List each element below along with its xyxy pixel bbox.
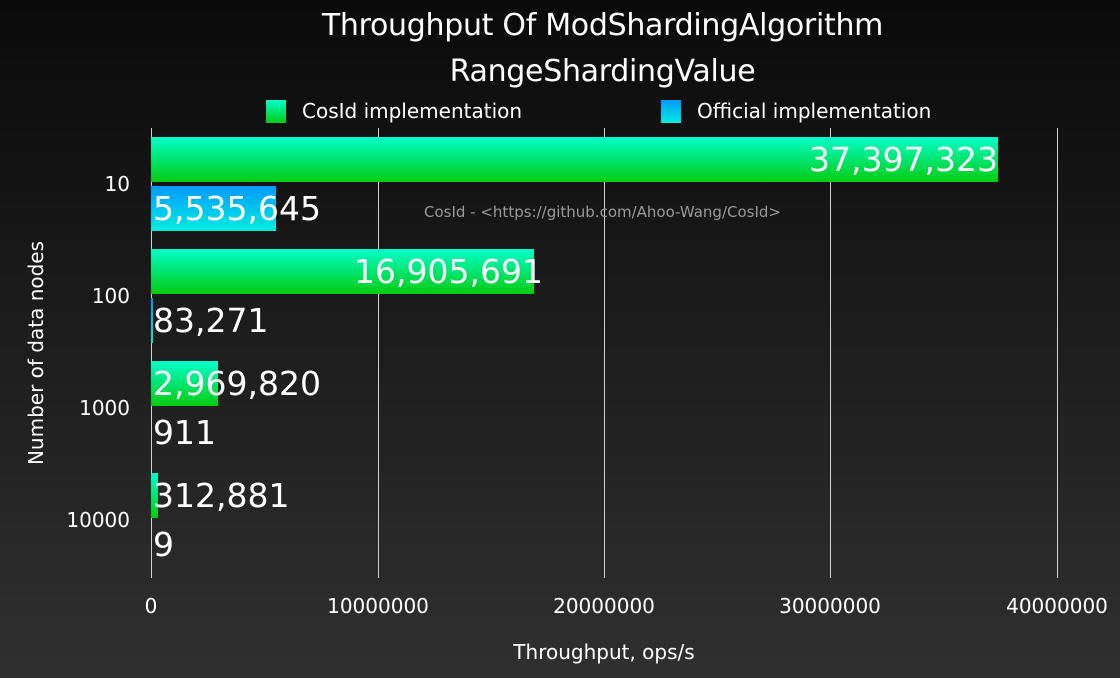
bar-cosid-1000[interactable] bbox=[151, 361, 218, 406]
chart-title-line-1: Throughput Of ModShardingAlgorithm bbox=[321, 8, 884, 43]
bar-label-official-100: 83,271 bbox=[153, 301, 269, 340]
x-axis-label: Throughput, ops/s bbox=[513, 640, 695, 664]
watermark-annotation: CosId - <https://github.com/Ahoo-Wang/Co… bbox=[424, 203, 781, 221]
y-axis-label: Number of data nodes bbox=[24, 240, 48, 466]
bar-label-official-10: 5,535,645 bbox=[153, 189, 321, 228]
gridline bbox=[830, 128, 831, 578]
plot-area: 37,397,323 5,535,645 16,905,691 83,271 2… bbox=[151, 128, 1058, 578]
bar-label-cosid-100: 16,905,691 bbox=[354, 252, 543, 291]
bar-label-cosid-1000: 2,969,820 bbox=[153, 364, 321, 403]
bar-official-10[interactable] bbox=[151, 186, 276, 231]
gridline bbox=[604, 128, 605, 578]
y-tick-10: 10 bbox=[104, 172, 130, 196]
legend-item-official[interactable]: Official implementation bbox=[661, 97, 931, 125]
x-tick-30000000: 30000000 bbox=[779, 594, 881, 618]
bar-label-official-10000: 9 bbox=[153, 525, 174, 564]
bar-cosid-10000[interactable] bbox=[151, 473, 158, 518]
bar-cosid-100[interactable] bbox=[151, 249, 534, 294]
legend-label-official: Official implementation bbox=[697, 99, 932, 123]
legend-item-cosid[interactable]: CosId implementation bbox=[266, 97, 522, 125]
bar-label-cosid-10: 37,397,323 bbox=[809, 140, 998, 179]
x-tick-0: 0 bbox=[144, 594, 158, 618]
gridline bbox=[151, 128, 152, 578]
legend-swatch-cosid bbox=[266, 99, 286, 123]
bar-official-100[interactable] bbox=[151, 298, 153, 343]
x-tick-10000000: 10000000 bbox=[327, 594, 429, 618]
chart-title-line-2: RangeShardingValue bbox=[449, 54, 756, 89]
bar-label-official-1000: 911 bbox=[153, 413, 216, 452]
y-tick-1000: 1000 bbox=[79, 396, 130, 420]
x-tick-20000000: 20000000 bbox=[553, 594, 655, 618]
gridline bbox=[1057, 128, 1058, 578]
y-tick-100: 100 bbox=[91, 284, 130, 308]
bar-cosid-10[interactable] bbox=[151, 137, 998, 182]
y-tick-10000: 10000 bbox=[66, 508, 130, 532]
gridline bbox=[378, 128, 379, 578]
x-tick-40000000: 40000000 bbox=[1006, 594, 1108, 618]
bar-label-cosid-10000: 312,881 bbox=[153, 476, 290, 515]
legend-swatch-official bbox=[661, 99, 681, 123]
legend-label-cosid: CosId implementation bbox=[302, 99, 523, 123]
